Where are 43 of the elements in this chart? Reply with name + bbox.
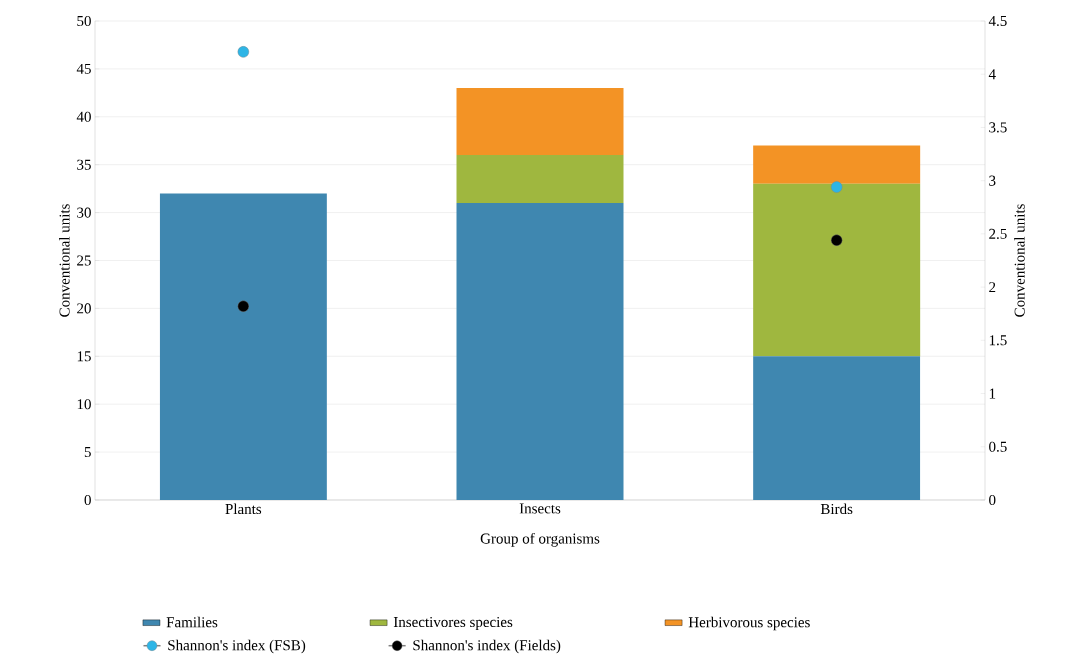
legend-label: Herbivorous species: [688, 616, 810, 631]
bar: [753, 356, 921, 500]
y2-tick-label: 4: [988, 69, 996, 80]
point: [830, 234, 843, 246]
y-tick-label: 35: [77, 159, 91, 170]
y-tick-label: 30: [77, 207, 91, 218]
y-axis-title: Conventional units: [59, 204, 70, 317]
y-tick-label: 45: [76, 63, 91, 74]
bar: [753, 145, 921, 184]
x-axis-title: Group of organisms: [480, 532, 600, 547]
y-tick-label: 25: [77, 255, 91, 266]
y-tick-label: 15: [77, 351, 91, 362]
y2-tick-label: 0: [989, 494, 996, 506]
y2-tick-label: 3.5: [989, 122, 1007, 133]
bar: [159, 193, 327, 500]
y2-tick-label: 4.5: [988, 15, 1007, 27]
bar: [456, 88, 624, 156]
bar: [456, 155, 624, 204]
y2-tick-label: 0.5: [989, 441, 1007, 452]
x-tick-label: Birds: [820, 503, 853, 515]
y-tick-label: 50: [77, 15, 91, 27]
y2-tick-label: 2.5: [989, 228, 1007, 239]
legend-label: Families: [166, 616, 218, 628]
y2-tick-label: 1.5: [989, 335, 1007, 346]
y-tick-label: 5: [84, 447, 91, 458]
y-tick-label: 40: [76, 111, 91, 122]
y-tick-label: 0: [84, 494, 91, 506]
bar: [753, 183, 921, 357]
point: [237, 300, 250, 312]
bar: [456, 203, 624, 500]
legend-label: Shannon's index (FSB): [168, 639, 306, 654]
point: [237, 46, 250, 58]
y2-axis-title: Conventional units: [1014, 204, 1025, 317]
y2-tick-label: 2: [989, 282, 996, 293]
y2-tick-label: 3: [989, 175, 996, 186]
legend-label: Insectivores species: [393, 616, 513, 631]
legend-label: Shannon's index (Fields): [413, 639, 561, 654]
y2-tick-label: 1: [989, 388, 996, 399]
point: [830, 181, 843, 193]
y-tick-label: 20: [77, 303, 91, 314]
x-tick-label: Plants: [225, 503, 262, 515]
x-tick-label: Insects: [519, 503, 561, 514]
y-tick-label: 10: [77, 399, 91, 410]
